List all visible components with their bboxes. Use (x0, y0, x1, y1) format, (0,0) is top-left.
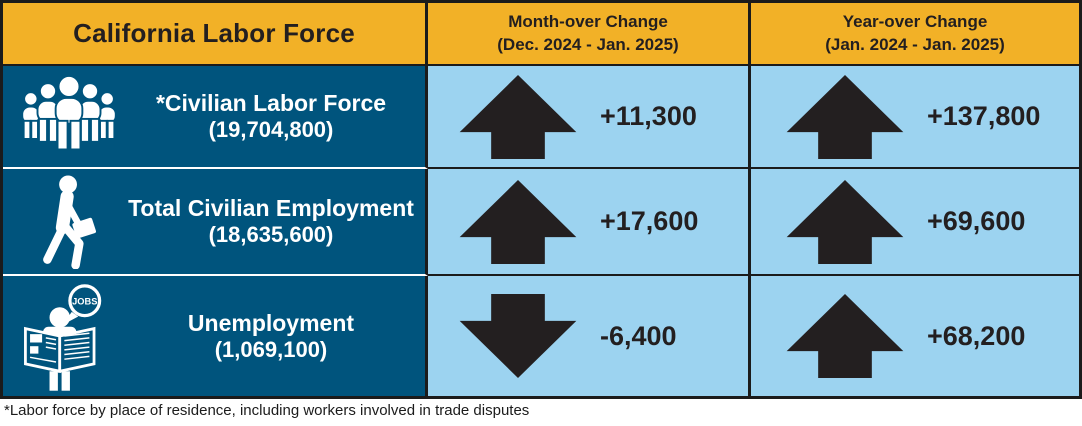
row-value: (19,704,800) (208, 117, 334, 142)
year-over-header-line1: Year-over Change (842, 12, 988, 32)
row-label: *Civilian Labor Force (155, 90, 387, 116)
header-year-over-change: Year-over Change (Jan. 2024 - Jan. 2025) (751, 3, 1079, 66)
up-arrow-icon (785, 179, 905, 264)
up-arrow-icon (458, 74, 578, 159)
jobs-bubble-text: JOBS (72, 296, 97, 306)
civilian-labor-force-month-change-cell: +11,300 (428, 66, 751, 169)
month-over-header-line2: (Dec. 2024 - Jan. 2025) (497, 34, 679, 54)
month-change-value: +11,300 (600, 101, 697, 131)
people-group-icon (13, 74, 125, 159)
row-value: (18,635,600) (208, 222, 334, 247)
row-label: Unemployment (187, 309, 355, 336)
year-over-header-line2: (Jan. 2024 - Jan. 2025) (825, 34, 1005, 54)
up-arrow-icon (785, 74, 905, 159)
total-employment-month-change-cell: +17,600 (428, 169, 751, 276)
header-california-labor-force: California Labor Force (3, 3, 428, 66)
civilian-labor-force-year-change-cell: +137,800 (751, 66, 1079, 169)
footnote: *Labor force by place of residence, incl… (4, 402, 530, 419)
year-change-value: +69,600 (927, 206, 1026, 236)
year-change-value: +68,200 (927, 320, 1026, 351)
walking-worker-icon (13, 174, 125, 269)
row-civilian-labor-force: *Civilian Labor Force (19,704,800) (3, 66, 428, 169)
month-over-header-line1: Month-over Change (508, 12, 668, 32)
unemployment-month-change-cell: -6,400 (428, 276, 751, 396)
row-value: (1,069,100) (214, 336, 328, 362)
unemployment-year-change-cell: +68,200 (751, 276, 1079, 396)
month-change-value: -6,400 (600, 320, 677, 351)
job-seeker-newspaper-icon: JOBS (13, 280, 125, 392)
year-change-value: +137,800 (927, 101, 1041, 131)
up-arrow-icon (458, 179, 578, 264)
table-title: California Labor Force (73, 18, 355, 48)
row-total-civilian-employment: Total Civilian Employment (18,635,600) (3, 169, 428, 276)
up-arrow-icon (785, 294, 905, 378)
labor-force-table: California Labor Force Month-over Change… (0, 0, 1082, 399)
header-month-over-change: Month-over Change (Dec. 2024 - Jan. 2025… (428, 3, 751, 66)
total-employment-year-change-cell: +69,600 (751, 169, 1079, 276)
down-arrow-icon (458, 294, 578, 378)
row-unemployment: JOBS Unemployment (1,069,100) (3, 276, 428, 396)
month-change-value: +17,600 (600, 206, 699, 236)
row-label: Total Civilian Employment (128, 195, 414, 221)
